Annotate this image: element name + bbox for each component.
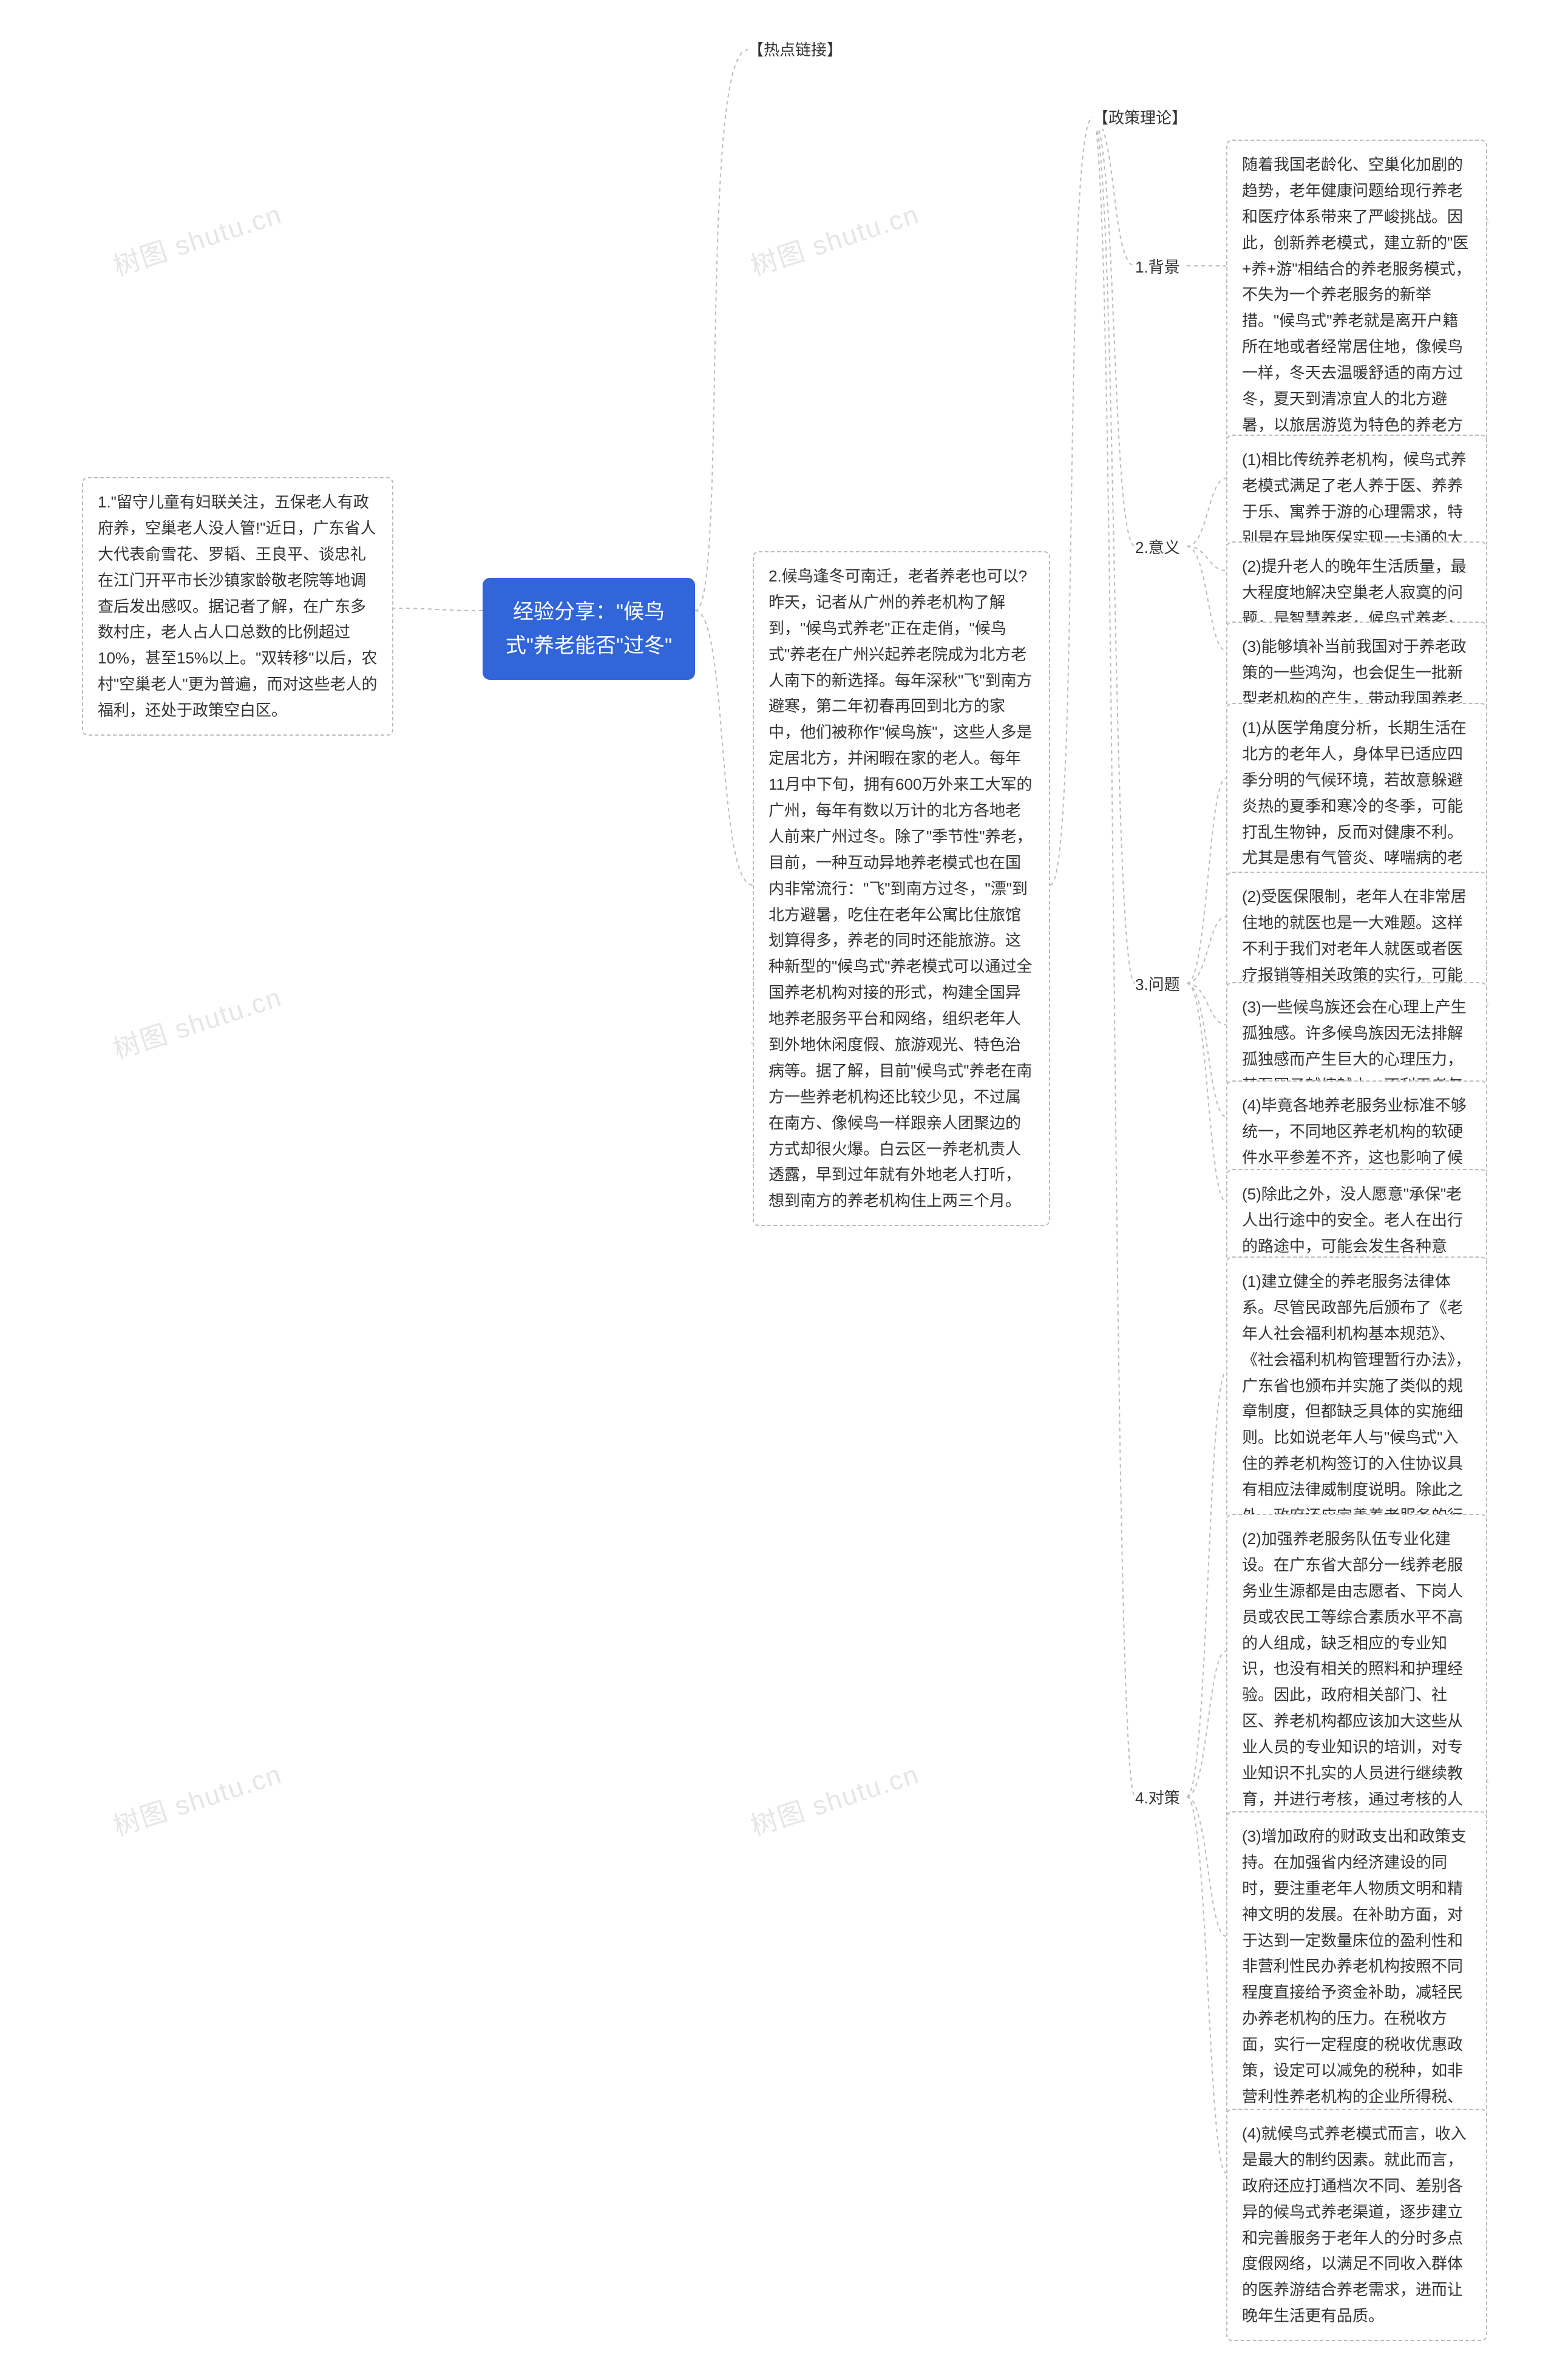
watermark: 树图 shutu.cn <box>107 1752 286 1843</box>
watermark: 树图 shutu.cn <box>745 1752 923 1843</box>
section-label-yy: 2.意义 <box>1135 537 1180 558</box>
root-title: 经验分享："候鸟式"养老能否"过冬" <box>506 600 672 657</box>
watermark: 树图 shutu.cn <box>107 975 286 1066</box>
dc-item-2-text: (3)增加政府的财政支出和政策支持。在加强省内经济建设的同时，要注重老年人物质文… <box>1242 1827 1467 2132</box>
center-note-text: 2.候鸟逢冬可南迁，老者养老也可以?昨天，记者从广州的养老机构了解到，"候鸟式养… <box>769 567 1032 1210</box>
center-note: 2.候鸟逢冬可南迁，老者养老也可以?昨天，记者从广州的养老机构了解到，"候鸟式养… <box>753 551 1050 1226</box>
section-label-dc: 4.对策 <box>1135 1787 1180 1809</box>
watermark: 树图 shutu.cn <box>745 192 923 283</box>
dc-item-3: (4)就候鸟式养老模式而言，收入是最大的制约因素。就此而言，政府还应打通档次不同… <box>1226 2109 1487 2341</box>
section-label-wt: 3.问题 <box>1135 974 1180 995</box>
section-label-bg: 1.背景 <box>1135 256 1180 278</box>
left-note: 1."留守儿童有妇联关注，五保老人有政府养，空巢老人没人管!"近日，广东省人大代… <box>82 477 393 736</box>
root-node: 经验分享："候鸟式"养老能否"过冬" <box>483 578 695 680</box>
policy-label: 【政策理论】 <box>1093 107 1187 129</box>
dc-item-3-text: (4)就候鸟式养老模式而言，收入是最大的制约因素。就此而言，政府还应打通档次不同… <box>1242 2124 1467 2325</box>
watermark: 树图 shutu.cn <box>107 192 286 283</box>
left-note-text: 1."留守儿童有妇联关注，五保老人有政府养，空巢老人没人管!"近日，广东省人大代… <box>98 493 378 719</box>
canvas: 树图 shutu.cn 树图 shutu.cn 树图 shutu.cn 树图 s… <box>0 0 1554 2380</box>
dc-item-2: (3)增加政府的财政支出和政策支持。在加强省内经济建设的同时，要注重老年人物质文… <box>1226 1811 1487 2148</box>
hotlink-label: 【热点链接】 <box>748 39 843 61</box>
